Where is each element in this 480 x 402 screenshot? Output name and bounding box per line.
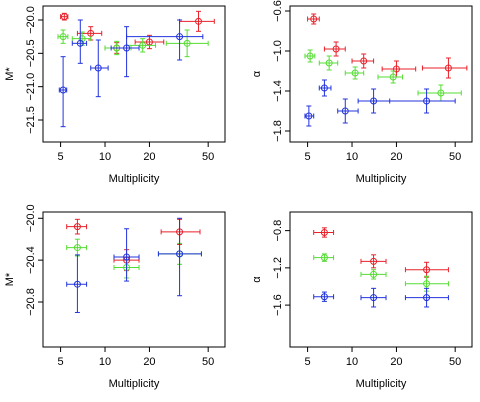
plot-frame	[289, 211, 473, 348]
x-tick-label: 5	[58, 151, 64, 163]
y-tick-label: −20.5	[25, 39, 37, 67]
x-tick-label: 10	[99, 356, 111, 368]
point	[183, 39, 191, 47]
point	[370, 270, 378, 278]
y-tick-label: −1.8	[272, 120, 284, 142]
point	[176, 250, 184, 258]
x-tick-label: 10	[346, 151, 358, 163]
point	[73, 223, 81, 231]
point	[423, 294, 431, 302]
point	[351, 69, 359, 77]
point	[73, 280, 81, 288]
y-tick-label: −21.5	[25, 106, 37, 134]
point	[444, 64, 452, 72]
x-tick-label: 10	[346, 356, 358, 368]
x-tick-label: 20	[390, 356, 402, 368]
x-axis-label: Multiplicity	[356, 173, 407, 185]
point	[360, 57, 368, 65]
y-tick-label: −1.4	[272, 80, 284, 102]
y-axis-label: M*	[4, 272, 16, 286]
point	[320, 254, 328, 262]
x-tick-label: 50	[449, 356, 461, 368]
x-tick-label: 50	[202, 151, 214, 163]
point	[437, 89, 445, 97]
point	[123, 44, 131, 52]
x-tick-label: 5	[305, 151, 311, 163]
point	[195, 17, 203, 25]
y-axis-label: M*	[4, 67, 16, 81]
point	[423, 97, 431, 105]
x-tick-label: 20	[143, 151, 155, 163]
y-tick-label: −1.0	[272, 40, 284, 62]
x-tick-label: 50	[202, 356, 214, 368]
y-axis-label: α	[251, 276, 263, 283]
x-tick-label: 5	[305, 356, 311, 368]
x-axis-label: Multiplicity	[109, 378, 160, 390]
y-tick-label: −0.8	[272, 220, 284, 242]
plot-frame	[42, 5, 226, 143]
y-tick-label: −20.8	[25, 288, 37, 316]
point	[389, 73, 397, 81]
point	[423, 280, 431, 288]
point	[60, 13, 68, 21]
point	[392, 65, 400, 73]
point	[320, 293, 328, 301]
point	[320, 84, 328, 92]
y-tick-label: −20.4	[25, 246, 37, 274]
point	[76, 39, 84, 47]
y-tick-label: −0.6	[272, 0, 284, 22]
point	[176, 33, 184, 41]
point	[310, 15, 318, 23]
y-tick-label: −20.0	[25, 204, 37, 232]
point	[305, 112, 313, 120]
x-tick-label: 20	[390, 151, 402, 163]
x-axis-label: Multiplicity	[109, 173, 160, 185]
point	[306, 52, 314, 60]
y-tick-label: −21.0	[25, 73, 37, 101]
y-tick-label: −1.6	[272, 294, 284, 316]
point	[73, 244, 81, 252]
point	[341, 107, 349, 115]
y-tick-label: −20.0	[25, 6, 37, 34]
point	[78, 35, 86, 43]
point	[94, 64, 102, 72]
point	[370, 257, 378, 265]
x-tick-label: 5	[58, 356, 64, 368]
plot-frame	[289, 5, 473, 143]
point	[423, 266, 431, 274]
point	[325, 59, 333, 67]
point	[320, 228, 328, 236]
y-axis-label: α	[251, 70, 263, 77]
x-tick-label: 10	[99, 151, 111, 163]
x-axis-label: Multiplicity	[356, 378, 407, 390]
point	[332, 45, 340, 53]
point	[123, 253, 131, 261]
point	[370, 294, 378, 302]
y-tick-label: −1.2	[272, 257, 284, 279]
point	[59, 86, 67, 94]
x-tick-label: 20	[143, 356, 155, 368]
plot-frame	[42, 211, 226, 348]
x-tick-label: 50	[449, 151, 461, 163]
point	[139, 41, 147, 49]
point	[59, 33, 67, 41]
